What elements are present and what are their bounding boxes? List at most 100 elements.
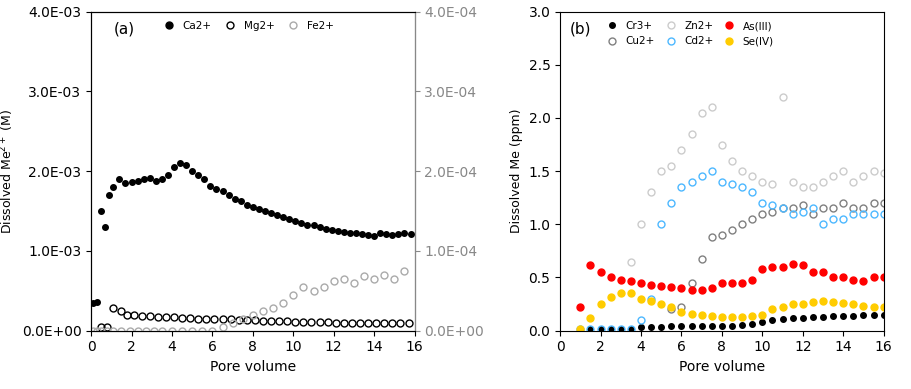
Line: Zn2+: Zn2+ (628, 93, 887, 265)
Zn2+ (626, 259, 637, 264)
Mg2+ (201, 316, 212, 321)
Fe2+ (248, 312, 259, 317)
Cr3+ (858, 312, 869, 317)
Zn2+ (676, 147, 687, 152)
Cu2+ (686, 280, 697, 285)
Zn2+ (848, 179, 859, 184)
Fe2+ (389, 277, 400, 281)
Cd2+ (605, 326, 616, 331)
Fe2+ (298, 284, 309, 289)
Mg2+ (290, 319, 301, 324)
Fe2+ (87, 328, 98, 333)
As(III) (686, 288, 697, 293)
Cr3+ (727, 324, 738, 329)
Se(IV) (605, 294, 616, 299)
Se(IV) (666, 305, 677, 310)
Zn2+ (666, 163, 677, 168)
Cd2+ (797, 209, 808, 214)
Fe2+ (116, 328, 127, 333)
Zn2+ (777, 95, 788, 99)
Mg2+ (298, 319, 309, 324)
As(III) (706, 286, 717, 291)
Ca2+ (205, 183, 216, 188)
X-axis label: Pore volume: Pore volume (210, 360, 296, 374)
Zn2+ (878, 171, 889, 175)
Zn2+ (858, 174, 869, 179)
Cu2+ (868, 201, 879, 205)
Se(IV) (595, 302, 606, 307)
Cr3+ (676, 324, 687, 329)
Se(IV) (848, 302, 859, 307)
Cd2+ (636, 318, 647, 322)
Cr3+ (828, 314, 839, 318)
Se(IV) (727, 314, 738, 319)
Mg2+ (102, 324, 113, 329)
Cr3+ (787, 315, 798, 320)
Zn2+ (716, 142, 727, 147)
Cr3+ (626, 326, 637, 331)
As(III) (848, 277, 859, 282)
As(III) (696, 288, 707, 293)
Cu2+ (696, 257, 707, 262)
Cr3+ (605, 326, 616, 331)
Fe2+ (399, 268, 410, 273)
Cr3+ (585, 326, 596, 331)
Cr3+ (706, 324, 717, 329)
Se(IV) (807, 300, 818, 304)
Cd2+ (868, 211, 879, 216)
Line: Ca2+: Ca2+ (90, 160, 414, 305)
Cd2+ (615, 326, 626, 331)
Cd2+ (777, 206, 788, 211)
As(III) (646, 282, 657, 287)
Ca2+ (87, 300, 98, 305)
Line: Cd2+: Cd2+ (577, 168, 887, 332)
Zn2+ (868, 169, 879, 173)
Ca2+ (399, 231, 410, 236)
Zn2+ (656, 169, 667, 173)
Zn2+ (686, 131, 697, 136)
Cu2+ (706, 235, 717, 239)
Mg2+ (363, 321, 374, 325)
Se(IV) (878, 305, 889, 310)
Fe2+ (258, 308, 269, 313)
Fe2+ (369, 277, 380, 281)
Fe2+ (328, 279, 339, 284)
Se(IV) (636, 296, 647, 301)
Fe2+ (177, 328, 188, 333)
Mg2+ (266, 319, 277, 323)
Cu2+ (817, 206, 828, 211)
Cr3+ (777, 317, 788, 321)
As(III) (797, 263, 808, 267)
Se(IV) (706, 314, 717, 318)
Se(IV) (787, 302, 798, 307)
As(III) (585, 263, 596, 267)
Cd2+ (696, 174, 707, 179)
Line: Cr3+: Cr3+ (578, 312, 886, 331)
Fe2+ (338, 277, 349, 281)
Cd2+ (686, 179, 697, 184)
Fe2+ (237, 316, 248, 321)
Fe2+ (278, 300, 289, 305)
Mg2+ (177, 315, 188, 320)
Text: (a): (a) (114, 21, 135, 36)
Cr3+ (848, 314, 859, 318)
Cr3+ (615, 326, 626, 331)
As(III) (838, 275, 849, 280)
Mg2+ (209, 317, 220, 321)
Mg2+ (144, 314, 155, 319)
Cd2+ (858, 211, 869, 216)
Fe2+ (227, 321, 238, 325)
Se(IV) (585, 315, 596, 320)
Cr3+ (767, 318, 778, 322)
Mg2+ (116, 308, 127, 313)
Legend: Cr3+, Cu2+, Zn2+, Cd2+, As(III), Se(IV): Cr3+, Cu2+, Zn2+, Cd2+, As(III), Se(IV) (598, 17, 778, 51)
As(III) (878, 275, 889, 280)
Se(IV) (777, 305, 788, 310)
Cr3+ (757, 320, 768, 324)
Zn2+ (737, 169, 748, 173)
Cd2+ (757, 201, 768, 205)
Cd2+ (646, 296, 657, 301)
Mg2+ (371, 321, 382, 326)
Zn2+ (797, 185, 808, 189)
Cd2+ (747, 190, 758, 195)
